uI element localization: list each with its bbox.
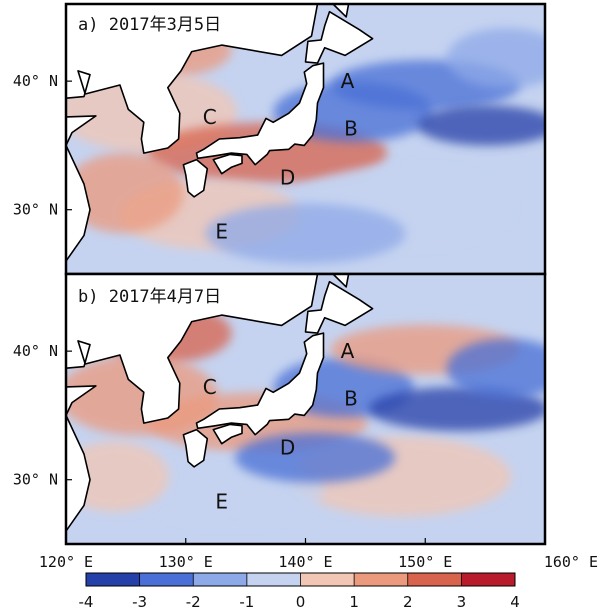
honshu-landmass bbox=[195, 332, 325, 436]
anomaly-patch bbox=[66, 153, 184, 233]
anomaly-patch bbox=[205, 203, 406, 264]
sakhalin-landmass bbox=[326, 4, 350, 18]
colorbar-swatch bbox=[139, 573, 194, 586]
panel-b: b) 2017年4月7日 AB C D E bbox=[64, 272, 547, 546]
region-label-b: B bbox=[344, 387, 358, 411]
region-label-b: B bbox=[344, 117, 358, 141]
colorbar-tick-label: -3 bbox=[132, 593, 147, 611]
anomaly-patch bbox=[446, 28, 545, 88]
colorbar-tick-label: 4 bbox=[510, 593, 520, 611]
anomaly-patch bbox=[446, 338, 545, 399]
panel-a-region-labels: AB C D E bbox=[203, 69, 358, 243]
colorbar-tick-label: 0 bbox=[296, 593, 306, 611]
hokkaido-landmass bbox=[304, 280, 374, 334]
hokkaido-landmass bbox=[304, 10, 374, 64]
colorbar-swatch bbox=[461, 573, 516, 586]
longitude-label: 120° E bbox=[39, 553, 93, 571]
colorbar: -4 -3 -2 -1 0 1 2 3 4 bbox=[79, 572, 520, 611]
shikoku-landmass bbox=[212, 423, 243, 445]
asia-mainland-landmass bbox=[66, 274, 319, 544]
colorbar-swatch bbox=[407, 573, 462, 586]
longitude-label: 160° E bbox=[544, 553, 598, 571]
longitude-label: 140° E bbox=[278, 553, 332, 571]
anomaly-patch bbox=[417, 105, 545, 146]
region-label-a: A bbox=[341, 69, 355, 93]
sakhalin-landmass bbox=[326, 274, 350, 288]
colorbar-swatch bbox=[86, 573, 141, 586]
latitude-label: 40° N bbox=[13, 72, 58, 90]
colorbar-tick-label: 3 bbox=[457, 593, 467, 611]
colorbar-tick-label: 1 bbox=[349, 593, 359, 611]
colorbar-tick-label: -4 bbox=[79, 593, 94, 611]
region-label-e: E bbox=[215, 220, 228, 244]
region-label-d: D bbox=[280, 166, 295, 190]
latitude-tick-labels: 30° N 40° N 30° N 40° N bbox=[13, 72, 72, 489]
colorbar-tick-label: -1 bbox=[239, 593, 254, 611]
region-label-d: D bbox=[280, 436, 295, 460]
kyushu-landmass bbox=[182, 158, 209, 198]
shikoku-landmass bbox=[212, 153, 243, 175]
panel-a-title: a) 2017年3月5日 bbox=[78, 15, 221, 35]
kyushu-landmass bbox=[182, 428, 209, 468]
panel-a: a) 2017年3月5日 AB C D E bbox=[64, 2, 547, 276]
region-label-c: C bbox=[203, 375, 217, 399]
colorbar-tick-label: 2 bbox=[403, 593, 413, 611]
region-label-c: C bbox=[203, 105, 217, 129]
asia-mainland-landmass bbox=[66, 4, 319, 274]
panel-b-land bbox=[66, 274, 374, 544]
colorbar-swatch bbox=[300, 573, 355, 586]
colorbar-swatch bbox=[193, 573, 248, 586]
colorbar-tick-label: -2 bbox=[186, 593, 201, 611]
longitude-label: 150° E bbox=[398, 553, 452, 571]
panel-b-title: b) 2017年4月7日 bbox=[78, 287, 221, 307]
panel-b-region-labels: AB C D E bbox=[203, 339, 358, 513]
colorbar-swatch bbox=[246, 573, 301, 586]
honshu-landmass bbox=[195, 62, 325, 166]
anomaly-patch bbox=[66, 441, 169, 512]
latitude-label: 30° N bbox=[13, 201, 58, 219]
longitude-label: 130° E bbox=[159, 553, 213, 571]
region-label-a: A bbox=[341, 339, 355, 363]
latitude-label: 30° N bbox=[13, 471, 58, 489]
longitude-tick-labels: 120° E 130° E 140° E 150° E 160° E bbox=[39, 538, 598, 571]
colorbar-swatch bbox=[354, 573, 409, 586]
region-label-e: E bbox=[215, 490, 228, 514]
anomaly-patch bbox=[235, 432, 396, 483]
latitude-label: 40° N bbox=[13, 342, 58, 360]
panel-a-land bbox=[66, 4, 374, 274]
